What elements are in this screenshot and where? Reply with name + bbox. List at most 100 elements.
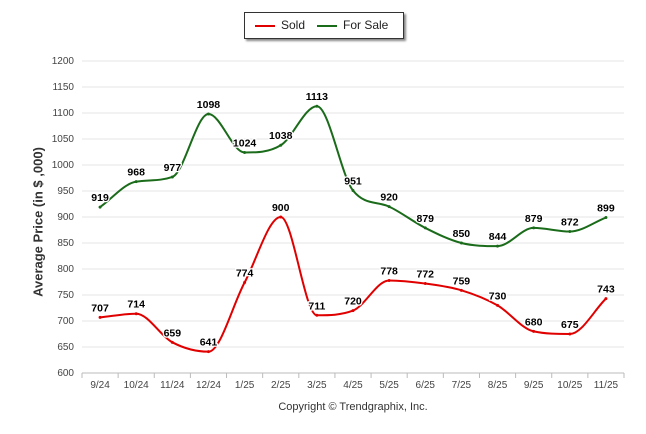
data-point-sold <box>351 309 355 313</box>
data-label-sold: 730 <box>489 290 507 302</box>
data-label-for-sale: 968 <box>127 167 145 179</box>
data-label-for-sale: 872 <box>561 217 579 229</box>
data-point-sold <box>206 350 210 354</box>
y-tick-label: 700 <box>57 316 74 327</box>
y-tick-label: 1150 <box>52 82 74 93</box>
data-label-sold: 778 <box>380 265 398 277</box>
series-line-sold <box>99 215 607 353</box>
data-point-sold <box>496 303 500 307</box>
x-tick-label: 6/25 <box>416 380 436 391</box>
y-tick-label: 1200 <box>52 56 75 67</box>
data-point-sold <box>568 332 572 336</box>
data-point-for-sale <box>351 188 355 192</box>
data-label-sold: 772 <box>417 269 435 281</box>
x-tick-label: 1/25 <box>235 380 255 391</box>
y-tick-label: 750 <box>57 290 74 301</box>
data-point-sold <box>532 329 536 333</box>
data-label-for-sale: 1024 <box>233 138 257 150</box>
data-point-for-sale <box>568 230 572 234</box>
data-point-sold <box>243 281 247 285</box>
x-tick-label: 4/25 <box>343 380 363 391</box>
chart-legend: Sold For Sale <box>244 12 404 39</box>
data-label-sold: 675 <box>561 319 579 331</box>
x-tick-label: 3/25 <box>307 380 327 391</box>
data-label-for-sale: 850 <box>453 228 471 240</box>
data-point-for-sale <box>134 180 138 184</box>
legend-item-for-sale[interactable]: For Sale <box>317 18 388 32</box>
data-label-for-sale: 1038 <box>269 130 293 142</box>
copyright-footer: Copyright © Trendgraphix, Inc. <box>278 401 428 413</box>
data-label-sold: 720 <box>344 296 362 308</box>
y-tick-label: 800 <box>57 264 74 275</box>
data-point-for-sale <box>243 151 247 155</box>
x-tick-label: 10/24 <box>124 380 149 391</box>
data-label-sold: 659 <box>164 327 182 339</box>
y-tick-label: 650 <box>57 342 74 353</box>
legend-swatch-for-sale <box>317 24 337 27</box>
data-point-sold <box>134 312 138 316</box>
y-axis-title: Average Price (in $ ,000) <box>30 147 46 297</box>
x-tick-label: 10/25 <box>557 380 582 391</box>
y-tick-label: 1000 <box>52 160 75 171</box>
x-tick-label: 12/24 <box>196 380 221 391</box>
data-label-for-sale: 844 <box>489 231 507 243</box>
data-point-sold <box>315 313 319 317</box>
data-label-sold: 641 <box>200 337 218 349</box>
series-for-sale: 919 968 977 1098 1024 1038 1113 951 920 879 850 844… <box>90 90 616 248</box>
data-label-sold: 680 <box>525 316 543 328</box>
data-point-for-sale <box>532 226 536 230</box>
legend-swatch-sold <box>255 24 275 27</box>
y-tick-label: 1100 <box>52 108 74 119</box>
data-point-for-sale <box>459 241 463 245</box>
legend-item-sold[interactable]: Sold <box>255 18 305 32</box>
data-point-for-sale <box>170 175 174 179</box>
data-label-sold: 714 <box>127 299 145 311</box>
data-point-sold <box>170 340 174 344</box>
data-point-sold <box>387 278 391 282</box>
x-tick-label: 11/24 <box>160 380 185 391</box>
x-tick-label: 5/25 <box>379 380 399 391</box>
data-point-sold <box>604 297 608 301</box>
data-label-sold: 707 <box>91 302 109 314</box>
data-label-sold: 711 <box>308 300 325 312</box>
data-point-sold <box>459 288 463 292</box>
x-tick-label: 9/24 <box>90 380 110 391</box>
data-point-for-sale <box>387 205 391 209</box>
data-point-for-sale <box>206 112 210 116</box>
y-tick-label: 600 <box>57 368 74 379</box>
data-point-for-sale <box>315 104 319 108</box>
x-tick-label: 9/25 <box>524 380 544 391</box>
x-tick-label: 8/25 <box>488 380 508 391</box>
data-label-for-sale: 899 <box>597 203 615 215</box>
data-label-for-sale: 1098 <box>197 99 221 111</box>
legend-label-for-sale: For Sale <box>343 18 389 32</box>
data-point-for-sale <box>423 226 427 230</box>
data-point-sold <box>98 315 102 319</box>
data-label-for-sale: 1113 <box>306 91 328 103</box>
data-label-for-sale: 977 <box>164 162 182 174</box>
data-label-for-sale: 879 <box>525 213 543 225</box>
data-point-sold <box>423 282 427 286</box>
legend-label-sold: Sold <box>281 18 306 32</box>
data-point-for-sale <box>279 143 283 147</box>
x-tick-label: 11/25 <box>594 380 619 391</box>
data-label-for-sale: 920 <box>380 192 398 204</box>
series-sold: 707 714 659 641 774 900 711 720 778 772 759 730 680 6… <box>90 201 616 354</box>
data-point-for-sale <box>496 244 500 248</box>
y-tick-label: 1050 <box>52 134 75 145</box>
data-label-for-sale: 919 <box>91 192 109 204</box>
y-tick-label: 850 <box>57 238 74 249</box>
y-tick-label: 900 <box>57 212 74 223</box>
x-tick-label: 2/25 <box>271 380 291 391</box>
data-point-for-sale <box>98 205 102 209</box>
data-label-sold: 900 <box>272 202 290 214</box>
data-point-for-sale <box>604 216 608 220</box>
data-label-sold: 774 <box>236 268 254 280</box>
data-label-sold: 743 <box>597 284 615 296</box>
data-label-sold: 759 <box>453 275 471 287</box>
data-label-for-sale: 951 <box>344 175 362 187</box>
series-line-for-sale <box>99 105 607 248</box>
data-point-sold <box>279 215 283 219</box>
y-tick-label: 950 <box>57 186 74 197</box>
data-label-for-sale: 879 <box>417 213 435 225</box>
